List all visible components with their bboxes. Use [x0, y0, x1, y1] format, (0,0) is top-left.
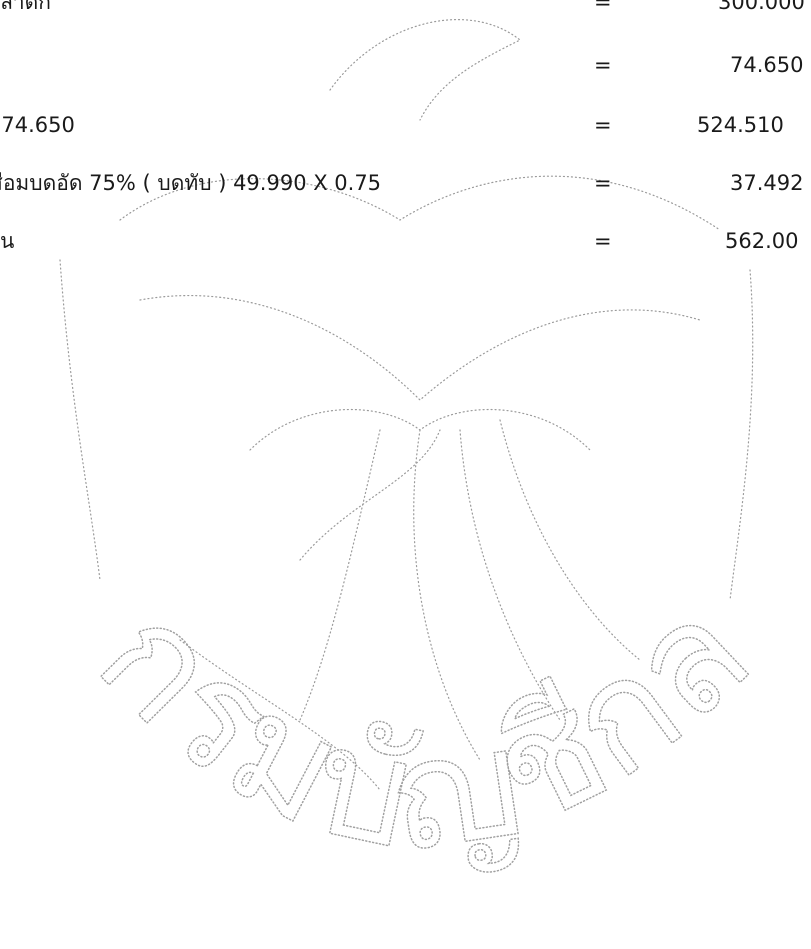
row-label: สื่อมบดอัด 75% ( บดทับ ) 49.990 X 0.75: [0, 171, 382, 195]
equals-sign: =: [594, 0, 612, 14]
row-label: ลาดก: [0, 0, 52, 14]
equals-sign: =: [594, 229, 612, 253]
row-value: 300.000: [718, 0, 805, 14]
row-value: 524.510: [697, 113, 784, 137]
row-value: 37.492: [730, 171, 804, 195]
row-label: น: [0, 229, 15, 253]
equals-sign: =: [594, 171, 612, 195]
equals-sign: =: [594, 113, 612, 137]
watermark-text-path: กรมบัญชีกลาง: [0, 0, 783, 887]
watermark-text: กรมบัญชีกลาง: [0, 0, 783, 887]
equals-sign: =: [594, 53, 612, 77]
row-value: 562.00: [725, 229, 799, 253]
row-value: 74.650: [730, 53, 804, 77]
row-label: 374.650: [0, 113, 75, 137]
